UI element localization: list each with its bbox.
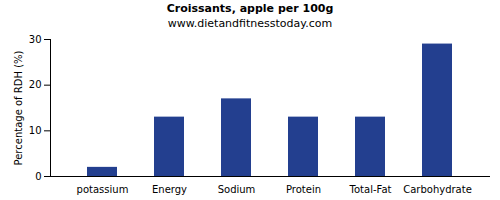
html-text:www.dietandfitnesstoday.com: www.dietandfitnesstoday.com — [167, 17, 333, 30]
svg-text:20: 20 — [29, 79, 42, 90]
svg-text:Protein: Protein — [286, 184, 321, 195]
svg-text:Energy: Energy — [152, 184, 187, 195]
svg-text:10: 10 — [29, 125, 42, 136]
svg-text:0: 0 — [35, 171, 41, 182]
svg-text:30: 30 — [29, 34, 42, 45]
svg-text:Sodium: Sodium — [218, 184, 256, 195]
svg-text:Carbohydrate: Carbohydrate — [403, 184, 472, 195]
html-text:Croissants, apple per 100g: Croissants, apple per 100g — [166, 2, 334, 15]
svg-text:Percentage of RDH (%): Percentage of RDH (%) — [13, 50, 24, 165]
svg-text:potassium: potassium — [77, 184, 129, 195]
svg-text:Total-Fat: Total-Fat — [349, 184, 392, 195]
